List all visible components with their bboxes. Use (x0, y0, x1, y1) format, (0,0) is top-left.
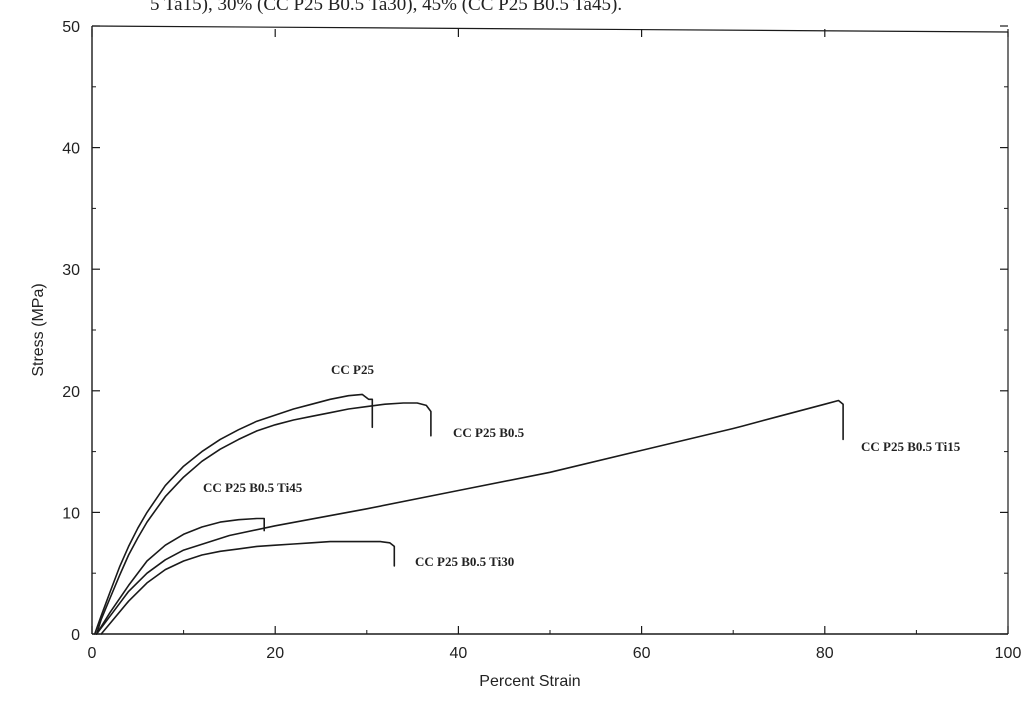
series-label-cc-p25-b05-ti45: CC P25 B0.5 Ti45 (203, 480, 303, 495)
figure-caption: 5 Ta15), 30% (CC P25 B0.5 Ta30), 45% (CC… (150, 0, 623, 15)
tick-labels: 0 20 40 60 80 100 0 10 20 30 40 50 (62, 19, 1021, 662)
chart-axes (91, 25, 1009, 635)
series-line-cc-p25 (93, 393, 374, 635)
top-frame-line (91, 25, 1009, 33)
y-tick-label-10: 10 (62, 505, 80, 522)
series-label-cc-p25-b05: CC P25 B0.5 (453, 425, 525, 440)
y-tick-label-50: 50 (62, 19, 80, 36)
series-label-cc-p25: CC P25 (331, 362, 374, 377)
series-line-cc-p25-b0-5-ti15 (95, 399, 844, 635)
y-tick-label-40: 40 (62, 141, 80, 158)
y-tick-label-20: 20 (62, 384, 80, 401)
x-tick-label-0: 0 (88, 645, 97, 662)
series-line-cc-p25-b0-5 (95, 402, 432, 635)
x-tick-label-40: 40 (450, 645, 468, 662)
x-tick-label-80: 80 (816, 645, 834, 662)
series-line-cc-p25-b0-5-ti45 (95, 517, 266, 635)
series-labels: CC P25 CC P25 B0.5 CC P25 B0.5 Ti45 CC P… (203, 362, 961, 569)
x-axis-title: Percent Strain (479, 673, 580, 690)
y-tick-label-30: 30 (62, 262, 80, 279)
x-tick-label-60: 60 (633, 645, 651, 662)
series-line-cc-p25-b0-5-ti30 (100, 540, 396, 635)
data-series (93, 393, 844, 635)
x-tick-label-20: 20 (266, 645, 284, 662)
y-tick-label-0: 0 (71, 627, 80, 644)
tick-marks (91, 25, 1009, 635)
y-axis-title: Stress (MPa) (30, 283, 47, 376)
series-label-cc-p25-b05-ti30: CC P25 B0.5 Ti30 (415, 554, 514, 569)
x-tick-label-100: 100 (995, 645, 1022, 662)
series-label-cc-p25-b05-ti15: CC P25 B0.5 Ti15 (861, 439, 961, 454)
